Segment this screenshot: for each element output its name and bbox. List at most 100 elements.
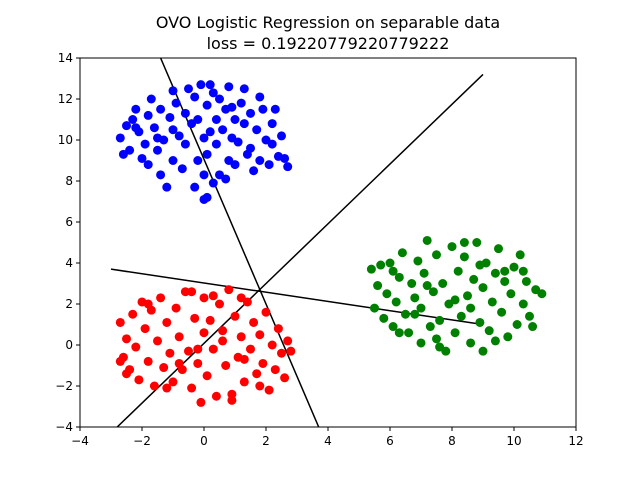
data-point-series-2 [149,381,159,391]
data-point-series-2 [255,330,265,340]
data-point-series-1 [236,98,246,108]
data-point-series-3 [450,295,460,305]
chart-title: OVO Logistic Regression on separable dat… [156,13,500,32]
data-point-series-2 [153,336,162,346]
data-point-series-1 [255,92,265,102]
data-point-series-1 [211,115,221,124]
data-point-series-3 [432,334,441,344]
data-point-series-1 [143,160,153,170]
y-tick-label: 12 [58,92,73,106]
data-point-series-1 [153,145,162,155]
data-point-series-1 [171,98,181,108]
data-point-series-3 [419,268,429,278]
data-point-series-1 [239,84,249,94]
y-tick-label: 10 [58,133,73,147]
data-point-series-1 [199,194,209,204]
data-point-series-1 [211,139,221,149]
data-point-series-2 [193,358,203,368]
data-point-series-1 [125,145,135,155]
data-point-series-2 [143,356,153,366]
data-point-series-2 [227,389,237,399]
data-point-series-2 [277,348,286,358]
data-point-series-1 [174,131,184,141]
data-point-series-2 [236,293,246,303]
data-point-series-1 [196,80,206,90]
data-point-series-1 [215,94,224,104]
data-point-series-1 [205,80,215,90]
y-tick-label: 6 [65,215,73,229]
data-point-series-2 [128,309,138,319]
data-point-series-2 [187,287,197,297]
data-point-series-3 [388,266,398,276]
data-point-series-3 [370,303,379,313]
data-point-series-3 [466,338,476,348]
data-point-series-1 [233,137,243,147]
data-point-series-1 [202,149,212,159]
y-tick-label: −2 [55,379,73,393]
data-point-series-3 [385,258,395,268]
data-point-series-1 [267,139,277,149]
data-point-series-1 [199,170,209,180]
data-point-series-2 [239,377,249,387]
data-point-series-3 [453,266,463,276]
data-point-series-1 [267,119,277,129]
x-tick-label: 6 [386,434,394,448]
data-point-series-3 [438,279,448,288]
data-point-series-3 [456,311,466,321]
data-point-series-1 [264,160,274,170]
data-point-series-2 [180,287,190,297]
data-point-series-2 [174,332,184,342]
data-point-series-1 [168,86,178,96]
data-point-series-1 [246,143,255,153]
data-point-series-1 [283,162,293,172]
data-point-series-3 [494,244,503,254]
data-point-series-3 [506,289,516,299]
data-point-series-2 [115,356,125,366]
data-point-series-3 [509,262,519,272]
data-point-series-1 [177,164,187,174]
data-point-series-2 [267,340,277,350]
data-point-series-1 [165,112,175,122]
data-point-series-1 [153,133,162,143]
data-point-series-3 [410,309,420,319]
data-point-series-1 [190,92,200,102]
data-point-series-2 [190,313,200,323]
data-point-series-2 [143,299,153,309]
data-point-series-1 [255,156,265,165]
data-point-series-3 [490,336,500,346]
data-point-series-2 [270,365,280,375]
data-point-series-2 [252,369,262,379]
data-point-series-1 [131,123,141,133]
data-point-series-2 [168,377,178,387]
data-point-series-2 [134,375,144,385]
data-point-series-3 [450,328,460,338]
data-point-series-2 [218,336,228,346]
x-tick-label: 8 [448,434,456,448]
data-point-series-3 [397,248,407,258]
data-point-series-3 [373,281,383,291]
data-point-series-1 [246,108,255,118]
data-point-series-1 [122,121,131,131]
y-tick-label: 0 [65,338,73,352]
data-point-series-2 [187,383,197,393]
x-tick-label: 4 [324,434,332,448]
data-point-series-2 [193,344,203,354]
data-point-series-1 [156,170,166,180]
data-point-series-3 [435,342,445,352]
data-point-series-3 [478,283,488,293]
data-point-series-1 [249,166,259,176]
data-point-series-2 [230,311,240,321]
data-point-series-3 [416,303,426,313]
data-point-series-2 [286,346,296,356]
data-point-series-3 [466,303,476,313]
data-point-series-3 [500,266,510,276]
data-point-series-2 [208,291,218,301]
data-point-series-2 [211,391,221,401]
data-point-series-2 [227,395,237,405]
data-point-series-2 [162,317,172,327]
data-point-series-2 [273,324,283,334]
data-point-series-3 [401,309,410,319]
data-point-series-2 [131,342,141,352]
data-point-series-3 [475,317,485,327]
data-point-series-3 [503,332,513,342]
